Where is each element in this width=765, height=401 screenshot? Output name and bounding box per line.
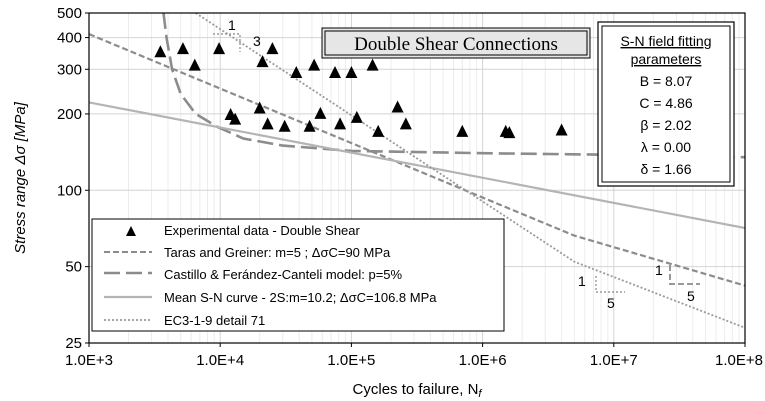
data-point [261, 117, 274, 130]
series-line-3 [89, 101, 745, 230]
legend-label-mean: Mean S-N curve - 2S:m=10.2; ΔσC=106.8 MP… [164, 290, 437, 305]
data-point [278, 119, 291, 132]
parameter-b: B = 8.07 [640, 73, 693, 89]
data-point [366, 58, 379, 71]
data-point [229, 112, 242, 125]
chart-title-box: Double Shear Connections [321, 27, 591, 59]
x-axis-ticks: 1.0E+3 1.0E+4 1.0E+5 1.0E+6 1.0E+7 1.0E+8 [65, 343, 763, 369]
parameter-delta: δ = 1.66 [641, 161, 692, 177]
data-point [256, 55, 269, 68]
data-point [372, 124, 385, 137]
series-line-4 [195, 13, 745, 329]
slope-label-taras-tail-rise: 1 [655, 262, 663, 278]
chart-title: Double Shear Connections [354, 34, 558, 55]
data-point [334, 117, 347, 130]
x-tick-label: 1.0E+7 [590, 352, 638, 369]
y-tick-label: 50 [65, 259, 82, 276]
slope-label-taras-tail-run: 5 [687, 288, 695, 304]
slope-label-ec3-top-rise: 1 [228, 17, 236, 33]
series-lines [89, 13, 745, 329]
legend-label-castillo: Castillo & Ferández-Canteli model: p=5% [164, 267, 403, 282]
x-axis-title: Cycles to failure, Nf [353, 381, 483, 400]
parameter-lambda: λ = 0.00 [641, 139, 691, 155]
data-point [555, 123, 568, 136]
parameters-title-line1: S-N field fitting [620, 33, 711, 49]
y-tick-label: 400 [57, 30, 82, 47]
data-point [329, 66, 342, 79]
data-point [503, 126, 516, 139]
data-point [176, 42, 189, 55]
slope-label-ec3-tail-rise: 1 [578, 273, 586, 289]
series-line-1 [89, 33, 745, 287]
legend-label-ec3: EC3-1-9 detail 71 [164, 313, 265, 328]
y-tick-label: 300 [57, 61, 82, 78]
data-point [308, 58, 321, 71]
x-tick-label: 1.0E+8 [715, 352, 763, 369]
data-point [213, 42, 226, 55]
data-point [350, 110, 363, 123]
data-point [290, 66, 303, 79]
x-tick-label: 1.0E+6 [459, 352, 507, 369]
x-axis-title-subscript: f [478, 388, 482, 400]
data-point [399, 117, 412, 130]
parameters-box: S-N field fitting parameters B = 8.07 C … [597, 21, 735, 187]
slope-label-ec3-tail-run: 5 [607, 295, 615, 311]
series-line-2 [162, 13, 745, 159]
data-point [345, 66, 358, 79]
data-point [253, 101, 266, 114]
x-axis-title-main: Cycles to failure, N [353, 381, 479, 398]
data-point [266, 42, 279, 55]
y-tick-label: 500 [57, 5, 82, 22]
x-tick-label: 1.0E+4 [196, 352, 244, 369]
data-point [391, 100, 404, 113]
legend-marker-experimental [126, 226, 136, 236]
legend: Experimental data - Double Shear Taras a… [91, 218, 505, 332]
x-tick-label: 1.0E+3 [65, 352, 113, 369]
x-tick-label: 1.0E+5 [327, 352, 375, 369]
parameters-title-line2: parameters [631, 51, 702, 67]
slope-triangle-taras-tail [669, 265, 700, 285]
y-tick-label: 200 [57, 106, 82, 123]
legend-label-taras: Taras and Greiner: m=5 ; ΔσC=90 MPa [164, 245, 391, 260]
data-point [188, 58, 201, 71]
y-axis-title: Stress range Δσ [MPa] [12, 101, 29, 253]
y-tick-label: 25 [65, 335, 82, 352]
plot-frame [88, 12, 746, 344]
legend-label-experimental: Experimental data - Double Shear [164, 223, 361, 238]
data-point [303, 119, 316, 132]
data-point [456, 124, 469, 137]
data-points [154, 42, 568, 139]
slope-triangles: 1 3 1 5 1 5 [213, 17, 700, 311]
slope-triangle-ec3-tail [595, 276, 625, 293]
y-axis-ticks: 25 50 100 200 300 400 500 [57, 5, 89, 352]
y-tick-label: 100 [57, 182, 82, 199]
data-point [154, 45, 167, 58]
parameter-beta: β = 2.02 [640, 117, 691, 133]
data-point [314, 106, 327, 119]
slope-label-ec3-top-run: 3 [253, 33, 261, 49]
slope-triangle-ec3-top [213, 33, 241, 52]
parameter-c: C = 4.86 [639, 95, 693, 111]
